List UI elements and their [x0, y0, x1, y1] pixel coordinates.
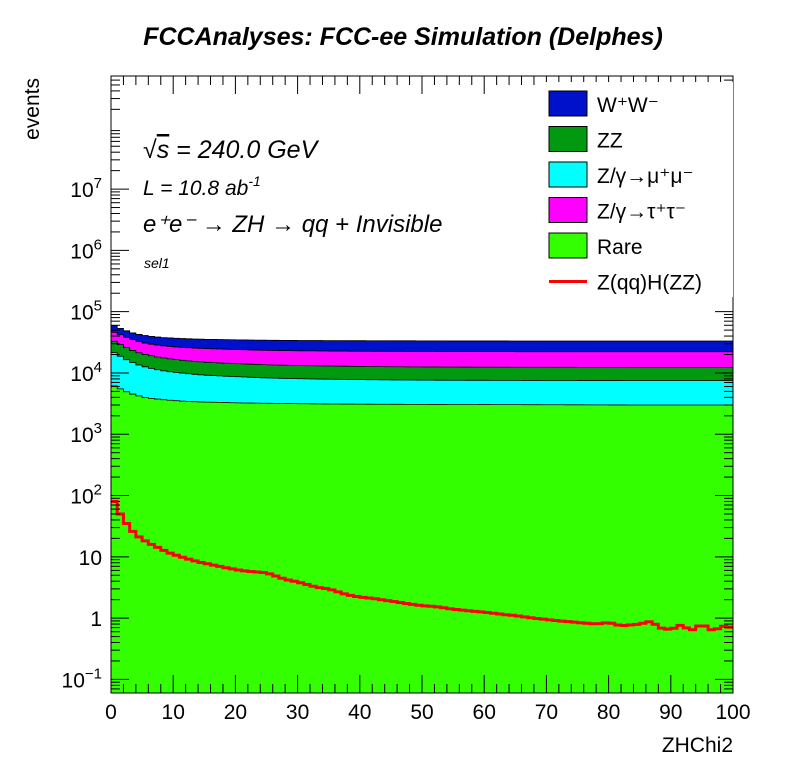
legend-background	[540, 82, 733, 297]
x-tick-label: 60	[473, 701, 496, 724]
legend-label: ZZ	[597, 130, 623, 153]
signal-curve-group	[111, 499, 733, 632]
legend-swatch	[548, 161, 588, 188]
legend: W⁺W⁻ ZZ Z/γ→μ⁺μ⁻ Z/γ→τ⁺τ⁻ Rare Z(qq)H(ZZ)	[540, 82, 733, 297]
x-tick-label: 100	[715, 701, 750, 724]
x-tick-label: 90	[659, 701, 682, 724]
y-tick-label: 106	[70, 236, 102, 263]
legend-label: Z/γ→τ⁺τ⁻	[597, 201, 686, 224]
x-tick-label: 20	[224, 701, 247, 724]
legend-label: Rare	[597, 236, 643, 259]
x-tick-label: 50	[410, 701, 433, 724]
signal-curve	[111, 499, 733, 632]
x-axis-ticks: 0 10 20 30 40 50 60 70 80 90 100	[105, 76, 751, 724]
annotations: √s = 240.0 GeV L = 10.8 ab-1 e⁺e⁻ → ZH →…	[143, 136, 442, 271]
x-tick-label: 70	[535, 701, 558, 724]
legend-swatch	[548, 90, 588, 117]
stacked-areas	[110, 325, 734, 694]
y-tick-label: 105	[70, 298, 102, 325]
y-tick-label: 107	[70, 175, 102, 202]
x-tick-label: 0	[105, 701, 117, 724]
y-tick-label: 1	[90, 608, 102, 631]
y-axis-label: events	[21, 78, 44, 140]
legend-label: Z(qq)H(ZZ)	[597, 272, 702, 295]
x-tick-label: 30	[286, 701, 309, 724]
legend-swatch	[548, 126, 588, 152]
y-tick-label: 10	[79, 547, 102, 570]
y-tick-label: 102	[70, 482, 102, 509]
legend-label: W⁺W⁻	[597, 94, 659, 117]
chart-title: FCCAnalyses: FCC-ee Simulation (Delphes)	[143, 23, 663, 51]
annotation-selection: sel1	[144, 255, 170, 271]
y-tick-label: 10−1	[62, 665, 102, 692]
x-tick-label: 10	[162, 701, 185, 724]
y-tick-label: 103	[70, 420, 102, 447]
x-tick-label: 80	[597, 701, 620, 724]
legend-swatch	[548, 232, 588, 259]
annotation-luminosity: L = 10.8 ab-1	[143, 173, 261, 200]
legend-swatch	[548, 197, 588, 223]
x-tick-label: 40	[348, 701, 371, 724]
annotation-sqrt-s: √s = 240.0 GeV	[143, 136, 320, 164]
y-tick-label: 104	[70, 359, 102, 386]
annotation-process: e⁺e⁻ → ZH → qq + Invisible	[143, 211, 442, 238]
x-axis-label: ZHChi2	[662, 734, 733, 757]
legend-label: Z/γ→μ⁺μ⁻	[597, 165, 694, 188]
y-axis-ticks: 10−1 1 10 102 103 104 105 106 107	[62, 75, 733, 694]
stack-area-1	[110, 385, 734, 694]
